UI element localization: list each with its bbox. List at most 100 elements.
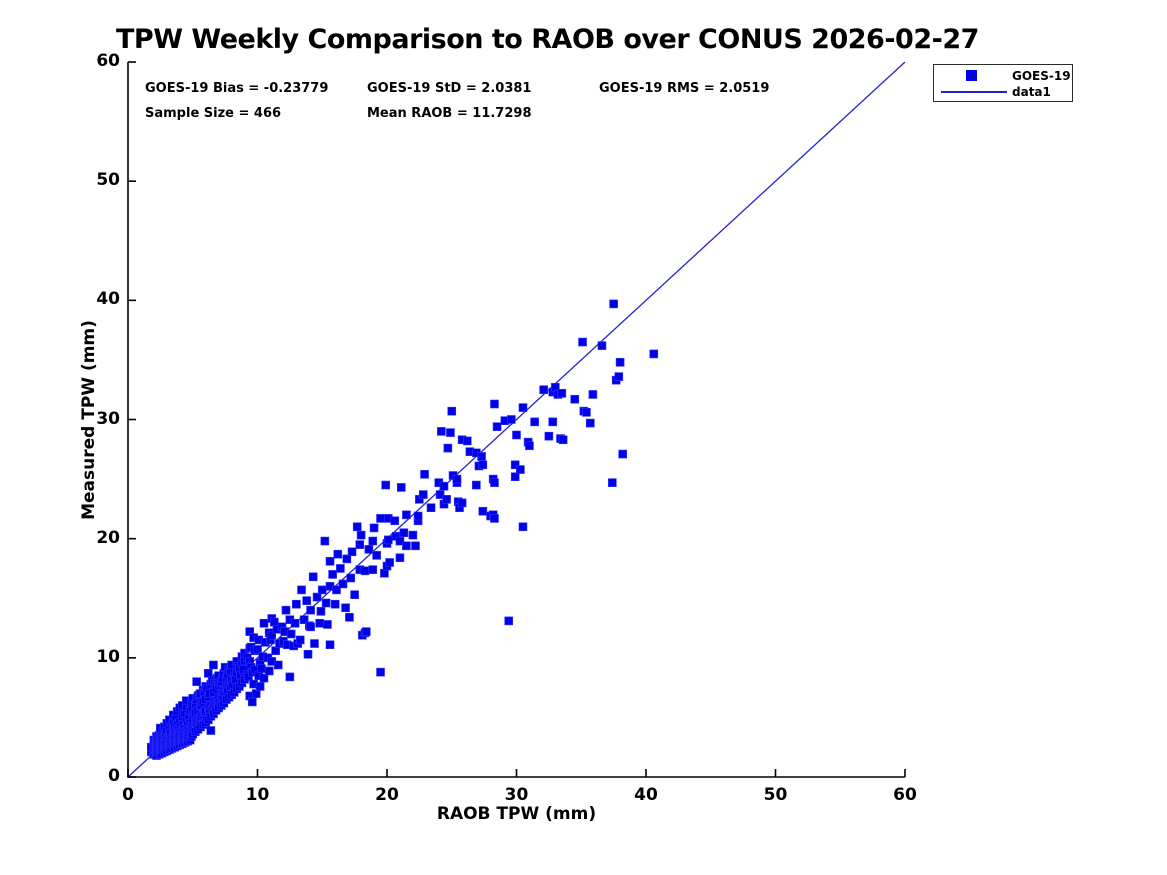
data-point-marker bbox=[492, 422, 502, 431]
data-point-marker bbox=[478, 506, 488, 516]
data-point-marker bbox=[290, 618, 300, 628]
data-point-marker bbox=[411, 541, 420, 551]
data-point-marker bbox=[299, 615, 309, 625]
data-point-marker bbox=[257, 664, 266, 673]
data-point-marker bbox=[346, 573, 356, 583]
data-point-marker bbox=[273, 660, 283, 670]
data-point-marker bbox=[609, 299, 618, 309]
data-point-marker bbox=[332, 585, 341, 595]
data-point-marker bbox=[251, 689, 261, 698]
data-point-marker bbox=[259, 673, 269, 683]
data-point-marker bbox=[255, 682, 265, 691]
data-point-marker bbox=[504, 616, 514, 626]
data-point-marker bbox=[320, 536, 330, 546]
data-point-marker bbox=[317, 585, 327, 595]
data-point-marker bbox=[439, 481, 449, 491]
data-point-marker bbox=[510, 460, 520, 470]
data-point-marker bbox=[336, 564, 345, 573]
data-point-marker bbox=[395, 553, 405, 563]
data-point-marker bbox=[443, 443, 453, 453]
stat-sample-size: Sample Size = 466 bbox=[145, 106, 282, 121]
data-point-marker bbox=[347, 547, 357, 557]
data-point-marker bbox=[588, 390, 598, 399]
data-point-marker bbox=[490, 399, 499, 409]
data-point-marker bbox=[316, 607, 326, 616]
data-point-marker bbox=[270, 617, 279, 627]
chart-title: TPW Weekly Comparison to RAOB over CONUS… bbox=[116, 24, 979, 55]
data-point-marker bbox=[338, 579, 348, 589]
data-point-marker bbox=[512, 430, 521, 440]
data-point-marker bbox=[295, 635, 305, 645]
data-point-marker bbox=[478, 460, 488, 470]
x-tick-label: 50 bbox=[763, 785, 788, 805]
data-point-marker bbox=[472, 480, 481, 490]
data-point-marker bbox=[297, 585, 306, 595]
data-point-marker bbox=[209, 660, 218, 670]
data-point-marker bbox=[368, 565, 378, 574]
data-point-marker bbox=[548, 417, 558, 427]
data-point-marker bbox=[380, 568, 389, 578]
x-axis-label: RAOB TPW (mm) bbox=[436, 804, 597, 824]
data-point-marker bbox=[462, 436, 472, 446]
data-point-marker bbox=[333, 549, 343, 559]
data-point-marker bbox=[399, 528, 409, 538]
data-point-marker bbox=[312, 592, 322, 602]
data-point-marker bbox=[253, 645, 262, 654]
stat-bias: GOES-19 Bias = -0.23779 bbox=[145, 81, 329, 96]
data-point-marker bbox=[530, 417, 539, 427]
data-point-marker bbox=[355, 540, 365, 549]
data-point-marker bbox=[352, 522, 362, 532]
data-point-marker bbox=[206, 726, 216, 735]
data-point-marker bbox=[618, 449, 627, 459]
data-point-marker bbox=[302, 596, 312, 605]
data-point-marker bbox=[308, 572, 318, 582]
data-point-marker bbox=[437, 427, 446, 436]
stat-mean-raob: Mean RAOB = 11.7298 bbox=[367, 106, 532, 121]
data-point-marker bbox=[477, 452, 486, 461]
data-point-marker bbox=[350, 590, 359, 599]
data-point-marker bbox=[395, 536, 405, 546]
legend-square-marker-icon bbox=[966, 70, 977, 81]
data-point-marker bbox=[306, 605, 315, 615]
data-point-marker bbox=[586, 418, 595, 428]
stat-rms: GOES-19 RMS = 2.0519 bbox=[599, 81, 770, 96]
data-point-marker bbox=[383, 535, 393, 545]
data-point-marker bbox=[372, 551, 381, 560]
data-point-marker bbox=[518, 522, 528, 532]
x-tick-label: 60 bbox=[893, 785, 917, 805]
x-tick-label: 20 bbox=[375, 785, 399, 805]
data-point-marker bbox=[510, 472, 520, 482]
data-point-marker bbox=[306, 622, 315, 632]
data-point-marker bbox=[323, 620, 332, 629]
data-point-marker bbox=[435, 490, 445, 499]
identity-line bbox=[127, 61, 906, 778]
y-tick-label: 10 bbox=[96, 646, 120, 667]
data-point-marker bbox=[369, 523, 379, 533]
legend-line-icon bbox=[941, 91, 1007, 93]
data-point-marker bbox=[315, 618, 324, 628]
data-point-marker bbox=[368, 536, 378, 546]
data-point-marker bbox=[271, 646, 280, 655]
data-point-marker bbox=[325, 640, 335, 650]
data-point-marker bbox=[457, 498, 467, 508]
data-point-marker bbox=[426, 503, 436, 512]
data-point-marker bbox=[248, 697, 257, 707]
data-point-marker bbox=[544, 431, 554, 441]
data-point-marker bbox=[341, 603, 350, 613]
data-point-marker bbox=[203, 669, 213, 678]
data-point-marker bbox=[420, 470, 429, 479]
data-point-marker bbox=[418, 490, 428, 499]
data-point-marker bbox=[446, 428, 455, 437]
data-point-marker bbox=[364, 545, 374, 554]
x-tick-label: 10 bbox=[245, 785, 270, 805]
data-point-marker bbox=[303, 649, 313, 659]
y-tick-label: 40 bbox=[96, 289, 120, 310]
x-tick-label: 30 bbox=[504, 785, 529, 805]
data-point-marker bbox=[490, 478, 499, 487]
data-point-marker bbox=[286, 629, 296, 639]
y-tick-label: 60 bbox=[96, 51, 120, 71]
data-point-marker bbox=[267, 630, 277, 640]
data-point-marker bbox=[516, 465, 525, 474]
data-point-marker bbox=[259, 618, 269, 628]
data-point-marker bbox=[597, 341, 607, 350]
